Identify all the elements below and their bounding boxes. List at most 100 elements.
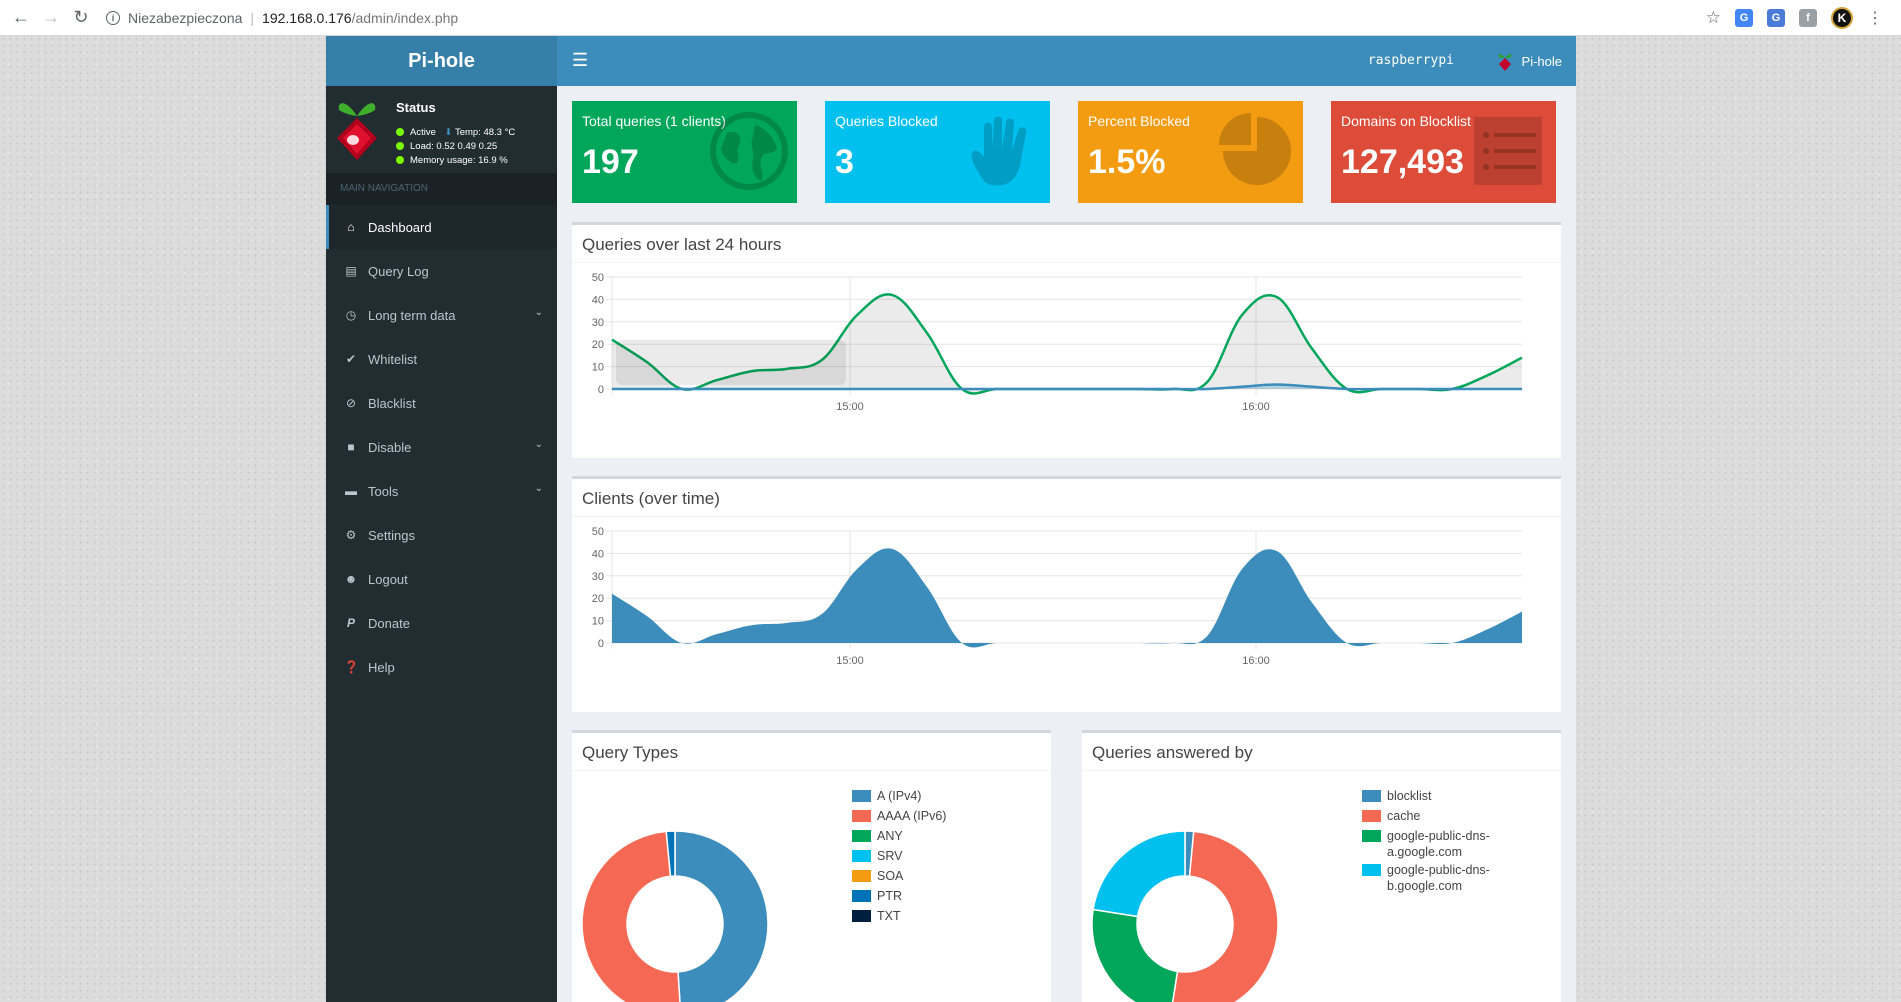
browser-toolbar: ← → ↻ i Niezabezpieczona | 192.168.0.176… <box>0 0 1901 36</box>
pie-slice[interactable] <box>674 830 769 1002</box>
legend-item[interactable]: google-public-dns-b.google.com <box>1362 862 1490 896</box>
sidebar-item-whitelist[interactable]: ✔ Whitelist <box>326 337 557 381</box>
hostname: raspberrypi <box>1367 53 1454 68</box>
legend-label: ANY <box>877 829 903 843</box>
pie-slice[interactable] <box>1092 830 1186 918</box>
back-icon[interactable]: ← <box>12 7 30 27</box>
query-types-legend: A (IPv4) AAAA (IPv6) ANY SRV SOA PTR TXT <box>852 788 946 928</box>
status-panel: Status Active ⬇ Temp: 48.3 °C Load: 0.52… <box>326 86 557 173</box>
series-line <box>612 383 1522 391</box>
legend-swatch <box>1362 864 1381 876</box>
legend-label: AAAA (IPv6) <box>877 809 947 823</box>
legend-label: google-public-dns-a.google.com <box>1387 829 1490 859</box>
sidebar-item-query-log[interactable]: ▤ Query Log <box>326 249 557 293</box>
list-icon <box>1474 117 1542 185</box>
y-tick-label: 10 <box>592 362 604 374</box>
legend-label: SOA <box>877 869 904 883</box>
panel-title: Query Types <box>572 733 1051 771</box>
legend-item[interactable]: SOA <box>852 868 946 888</box>
sidebar-item-logout[interactable]: ☻ Logout <box>326 557 557 601</box>
sidebar-item-tools[interactable]: ▬ Tools ⌄ <box>326 469 557 513</box>
query-types-panel: Query Types A (IPv4) AAAA (IPv6) ANY SRV SOA… <box>572 730 1051 1002</box>
sidebar-item-label: Blacklist <box>368 395 416 411</box>
url-host: 192.168.0.176 <box>262 9 352 26</box>
sidebar-item-dashboard[interactable]: ⌂ Dashboard <box>326 205 557 249</box>
stat-value: 1.5% <box>1088 143 1166 181</box>
memory-dot-icon <box>396 156 404 165</box>
logo[interactable]: Pi-hole <box>326 36 557 86</box>
main-header: Pi-hole ☰ raspberrypi Pi-hole <box>326 36 1576 86</box>
legend-item[interactable]: ANY <box>852 828 946 848</box>
legend-label: cache <box>1387 809 1421 823</box>
sidebar-item-label: Dashboard <box>368 219 432 235</box>
panel-title: Queries answered by <box>1082 733 1561 771</box>
sidebar-header: MAIN NAVIGATION <box>326 173 557 205</box>
y-tick-label: 50 <box>592 272 604 284</box>
clock-icon: ◷ <box>345 308 357 322</box>
legend-item[interactable]: cache <box>1362 808 1490 828</box>
clients-area-chart[interactable]: 50 40 30 20 10 0 15:00 16:00 <box>572 517 1561 712</box>
sidebar-item-help[interactable]: ❓ Help <box>326 645 557 689</box>
sidebar-toggle-icon[interactable]: ☰ <box>572 50 589 70</box>
y-tick-label: 30 <box>592 571 604 583</box>
y-tick-label: 50 <box>592 526 604 538</box>
status-active: Active <box>410 127 436 138</box>
legend-item[interactable]: A (IPv4) <box>852 788 946 808</box>
pie-slice[interactable] <box>581 830 681 1002</box>
forward-icon[interactable]: → <box>42 7 60 27</box>
sidebar-item-donate[interactable]: P Donate <box>326 601 557 645</box>
address-bar[interactable]: i Niezabezpieczona | 192.168.0.176/admin… <box>106 10 458 26</box>
query-types-donut[interactable] <box>572 771 1051 1002</box>
content-area: Total queries (1 clients) 197 Queries Bl… <box>557 86 1576 1002</box>
pihole-logo-icon <box>1498 54 1511 71</box>
tooltip-ghost <box>616 340 846 385</box>
y-tick-label: 0 <box>598 384 604 396</box>
x-tick-label: 16:00 <box>1242 401 1270 413</box>
globe-icon <box>710 112 788 190</box>
sidebar-item-settings[interactable]: ⚙ Settings <box>326 513 557 557</box>
stop-icon: ■ <box>347 440 355 454</box>
facebook-extension-icon[interactable]: f <box>1799 9 1817 27</box>
pie-slice[interactable] <box>1170 830 1279 1002</box>
stat-label: Percent Blocked <box>1088 113 1190 129</box>
stat-box-queries-blocked: Queries Blocked 3 <box>825 101 1050 203</box>
panel-title: Queries over last 24 hours <box>572 225 1561 263</box>
y-tick-label: 30 <box>592 317 604 329</box>
legend-item[interactable]: google-public-dns-a.google.com <box>1362 828 1490 862</box>
legend-item[interactable]: PTR <box>852 888 946 908</box>
queries-line-chart[interactable]: 50 40 30 20 10 0 15:00 16:00 <box>572 263 1561 458</box>
load-dot-icon <box>396 142 404 151</box>
info-icon[interactable]: i <box>106 10 120 25</box>
sidebar-item-disable[interactable]: ■ Disable ⌄ <box>326 425 557 469</box>
pie-slice[interactable] <box>1091 908 1179 1002</box>
sidebar-item-blacklist[interactable]: ⊘ Blacklist <box>326 381 557 425</box>
legend-swatch <box>852 810 871 822</box>
pihole-app: Pi-hole ☰ raspberrypi Pi-hole <box>326 36 1576 1002</box>
legend-item[interactable]: SRV <box>852 848 946 868</box>
reload-icon[interactable]: ↻ <box>73 7 89 27</box>
menu-kebab-icon[interactable]: ⋮ <box>1867 10 1883 27</box>
user-menu[interactable]: Pi-hole <box>1496 50 1562 72</box>
url-path: /admin/index.php <box>351 9 459 26</box>
y-tick-label: 20 <box>592 593 604 605</box>
legend-item[interactable]: TXT <box>852 908 946 928</box>
translate-extension-icon[interactable]: G <box>1735 9 1753 27</box>
legend-label: PTR <box>877 889 902 903</box>
legend-item[interactable]: AAAA (IPv6) <box>852 808 946 828</box>
pie-slice[interactable] <box>665 830 676 878</box>
panel-title: Clients (over time) <box>572 479 1561 517</box>
legend-item[interactable]: blocklist <box>1362 788 1490 808</box>
translate-alt-extension-icon[interactable]: G <box>1767 9 1785 27</box>
home-icon: ⌂ <box>347 220 355 234</box>
sidebar-item-label: Long term data <box>368 307 456 323</box>
status-load: Load: 0.52 0.49 0.25 <box>410 141 498 152</box>
answered-by-panel: Queries answered by blocklist cache google… <box>1082 730 1561 1002</box>
sidebar-item-label: Query Log <box>368 263 429 279</box>
answered-by-legend: blocklist cache google-public-dns-a.google… <box>1362 788 1490 896</box>
user-name: Pi-hole <box>1521 53 1562 69</box>
profile-avatar[interactable]: K <box>1831 7 1853 29</box>
answered-by-donut[interactable] <box>1082 771 1561 1002</box>
sidebar-item-label: Whitelist <box>368 351 418 367</box>
bookmark-star-icon[interactable]: ☆ <box>1705 8 1721 27</box>
sidebar-item-long-term-data[interactable]: ◷ Long term data ⌄ <box>326 293 557 337</box>
